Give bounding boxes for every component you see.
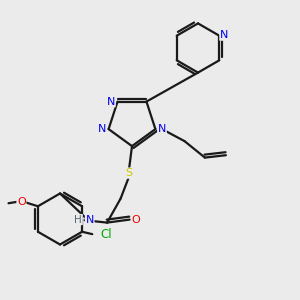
Text: Cl: Cl	[101, 228, 112, 241]
Text: N: N	[98, 124, 106, 134]
Text: O: O	[17, 197, 26, 207]
Text: H: H	[74, 214, 82, 225]
Text: N: N	[158, 124, 166, 134]
Text: N: N	[107, 97, 115, 106]
Text: O: O	[132, 214, 141, 225]
Text: S: S	[125, 168, 133, 178]
Text: N: N	[220, 30, 228, 40]
Text: N: N	[85, 214, 94, 225]
